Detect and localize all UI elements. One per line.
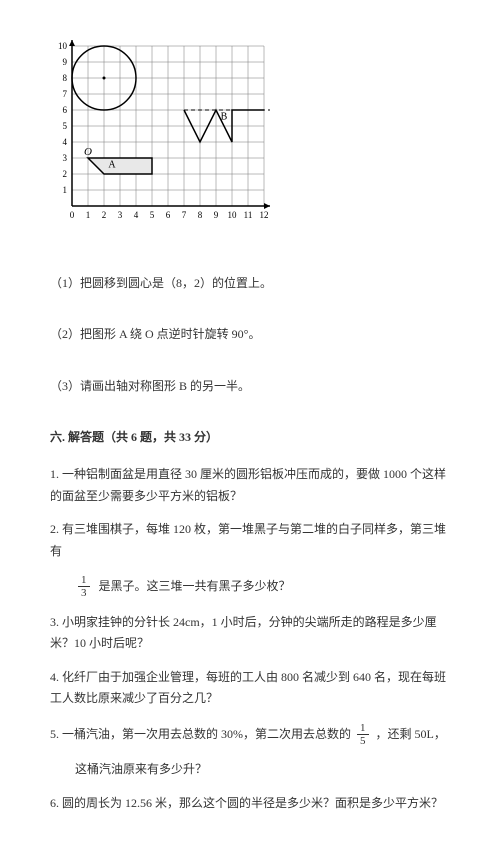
svg-text:1: 1 — [63, 185, 68, 195]
svg-text:3: 3 — [118, 210, 123, 220]
question-2: （2）把图形 A 绕 O 点逆时针旋转 90°。 — [50, 324, 450, 346]
svg-text:11: 11 — [244, 210, 253, 220]
problem-2-text-b: 是黑子。这三堆一共有黑子多少枚？ — [99, 576, 291, 598]
problem-2-text-a: 2. 有三堆围棋子，每堆 120 枚，第一堆黑子与第二堆的白子同样多，第三堆有 — [50, 522, 446, 558]
svg-text:2: 2 — [63, 169, 68, 179]
fraction-1-3: 1 3 — [78, 574, 90, 599]
svg-text:7: 7 — [182, 210, 187, 220]
svg-text:5: 5 — [150, 210, 155, 220]
svg-text:B: B — [221, 112, 228, 123]
fraction-denominator: 3 — [78, 587, 90, 599]
problem-4: 4. 化纤厂由于加强企业管理，每班的工人由 800 名减少到 640 名，现在每… — [50, 667, 450, 710]
svg-text:2: 2 — [102, 210, 107, 220]
section-6-title: 六. 解答题（共 6 题，共 33 分） — [50, 427, 450, 449]
svg-text:10: 10 — [58, 41, 68, 51]
svg-text:O: O — [84, 146, 92, 158]
grid-svg: 012345678910111212345678910OAB — [50, 40, 280, 235]
svg-text:5: 5 — [63, 121, 68, 131]
svg-text:8: 8 — [198, 210, 203, 220]
svg-text:9: 9 — [214, 210, 219, 220]
fraction-numerator: 1 — [357, 722, 369, 735]
svg-text:9: 9 — [63, 57, 68, 67]
question-1: （1）把圆移到圆心是（8，2）的位置上。 — [50, 273, 450, 295]
problem-5: 5. 一桶汽油，第一次用去总数的 30%，第二次用去总数的 1 5 ，还剩 50… — [50, 722, 450, 747]
problem-2-continued: 1 3 是黑子。这三堆一共有黑子多少枚？ — [75, 574, 450, 599]
svg-text:3: 3 — [63, 153, 68, 163]
svg-text:4: 4 — [63, 137, 68, 147]
question-3: （3）请画出轴对称图形 B 的另一半。 — [50, 376, 450, 398]
problem-1: 1. 一种铝制面盆是用直径 30 厘米的圆形铝板冲压而成的，要做 1000 个这… — [50, 464, 450, 507]
svg-text:0: 0 — [70, 210, 75, 220]
fraction-numerator: 1 — [78, 574, 90, 587]
problem-2: 2. 有三堆围棋子，每堆 120 枚，第一堆黑子与第二堆的白子同样多，第三堆有 — [50, 519, 450, 562]
svg-text:1: 1 — [86, 210, 91, 220]
svg-text:A: A — [108, 160, 116, 171]
svg-text:12: 12 — [260, 210, 269, 220]
coordinate-grid-figure: 012345678910111212345678910OAB — [50, 40, 450, 243]
problem-5-text-b: ，还剩 50L， — [376, 724, 446, 746]
svg-text:6: 6 — [166, 210, 171, 220]
problem-6: 6. 圆的周长为 12.56 米，那么这个圆的半径是多少米？面积是多少平方米？ — [50, 793, 450, 815]
svg-text:7: 7 — [63, 89, 68, 99]
svg-text:8: 8 — [63, 73, 68, 83]
problem-3: 3. 小明家挂钟的分针长 24cm，1 小时后，分钟的尖端所走的路程是多少厘米？… — [50, 612, 450, 655]
svg-text:6: 6 — [63, 105, 68, 115]
svg-text:4: 4 — [134, 210, 139, 220]
fraction-1-5: 1 5 — [357, 722, 369, 747]
svg-text:10: 10 — [228, 210, 238, 220]
fraction-denominator: 5 — [357, 735, 369, 747]
problem-5-continued: 这桶汽油原来有多少升？ — [75, 759, 450, 781]
problem-5-text-a: 5. 一桶汽油，第一次用去总数的 30%，第二次用去总数的 — [50, 724, 351, 746]
